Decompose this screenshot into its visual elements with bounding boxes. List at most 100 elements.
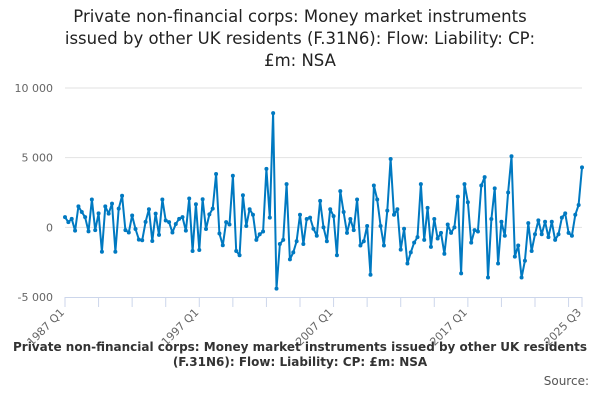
data-point <box>533 232 537 237</box>
data-point <box>180 215 185 220</box>
data-point <box>546 235 551 240</box>
data-point <box>398 247 403 252</box>
data-point <box>388 157 393 162</box>
data-point <box>116 206 121 211</box>
data-point <box>287 257 292 262</box>
data-point <box>143 219 148 224</box>
data-point <box>177 216 182 221</box>
data-point <box>529 249 534 254</box>
data-point <box>351 228 356 233</box>
data-point <box>472 228 477 233</box>
y-tick-label: -5 000 <box>18 291 53 304</box>
data-point <box>291 250 296 255</box>
data-point <box>153 211 158 216</box>
data-point <box>274 286 279 291</box>
data-point <box>157 232 161 237</box>
data-point <box>465 200 470 205</box>
data-point <box>378 223 383 228</box>
data-point <box>549 219 554 224</box>
data-point <box>432 216 437 221</box>
data-point <box>160 197 165 202</box>
data-point <box>462 182 467 187</box>
data-point <box>281 237 286 242</box>
data-point <box>167 220 172 225</box>
data-point <box>345 230 349 235</box>
data-point <box>365 223 370 228</box>
data-point <box>93 228 98 233</box>
data-point <box>66 220 71 225</box>
data-point <box>522 258 527 263</box>
data-point <box>449 230 454 235</box>
data-point <box>190 249 195 254</box>
source-label: Source: <box>543 374 589 388</box>
data-point <box>187 196 192 201</box>
chart-title-line: £m: NSA <box>264 51 336 70</box>
data-point <box>412 240 417 245</box>
data-point <box>99 249 104 254</box>
data-point <box>311 226 316 231</box>
data-point <box>439 230 443 235</box>
data-point <box>113 249 118 254</box>
footer-title: Private non-financial corps: Money marke… <box>12 340 587 369</box>
data-point <box>338 189 343 194</box>
data-point <box>69 216 74 221</box>
data-point <box>96 211 101 216</box>
data-point <box>375 197 380 202</box>
data-point <box>89 197 94 202</box>
chart-title: Private non-financial corps: Money marke… <box>0 6 600 72</box>
data-point <box>106 211 111 216</box>
data-point <box>79 210 84 215</box>
data-point <box>442 251 447 256</box>
data-point <box>284 182 289 187</box>
data-point <box>163 218 168 223</box>
data-point <box>405 261 410 266</box>
data-point <box>277 242 282 247</box>
data-point <box>371 183 376 188</box>
data-point <box>418 182 423 187</box>
data-point <box>254 237 259 242</box>
data-point <box>368 272 373 277</box>
data-point <box>308 215 313 220</box>
data-point <box>543 219 548 224</box>
data-point <box>193 202 198 207</box>
data-point <box>123 228 128 233</box>
data-point <box>395 207 400 212</box>
data-point <box>563 211 568 216</box>
data-point <box>489 216 494 221</box>
data-point <box>183 228 188 233</box>
data-point <box>304 216 309 221</box>
data-point <box>146 207 151 212</box>
data-point <box>519 275 524 280</box>
data-point <box>358 243 363 248</box>
data-point <box>120 193 125 198</box>
data-point <box>425 205 430 210</box>
data-point <box>506 190 511 195</box>
data-point <box>103 204 108 209</box>
data-point <box>210 206 215 211</box>
data-point <box>298 212 302 217</box>
data-point <box>217 231 222 236</box>
data-point <box>479 183 484 188</box>
data-point <box>224 220 229 225</box>
data-point <box>234 249 239 254</box>
data-point <box>170 230 175 235</box>
data-point <box>482 175 487 180</box>
data-point <box>469 240 474 245</box>
data-point <box>445 222 450 227</box>
data-point <box>324 239 329 244</box>
data-point <box>566 230 571 235</box>
data-point <box>526 221 531 226</box>
data-point <box>539 232 544 237</box>
data-point <box>271 111 276 116</box>
data-point <box>580 165 584 170</box>
data-point <box>559 215 564 220</box>
data-point <box>207 212 212 217</box>
data-point <box>133 227 138 232</box>
data-point <box>267 215 272 220</box>
data-point <box>244 223 249 228</box>
data-point <box>204 227 208 232</box>
data-point <box>301 242 306 247</box>
data-point <box>392 212 396 217</box>
data-point <box>83 215 88 220</box>
data-point <box>341 210 346 215</box>
